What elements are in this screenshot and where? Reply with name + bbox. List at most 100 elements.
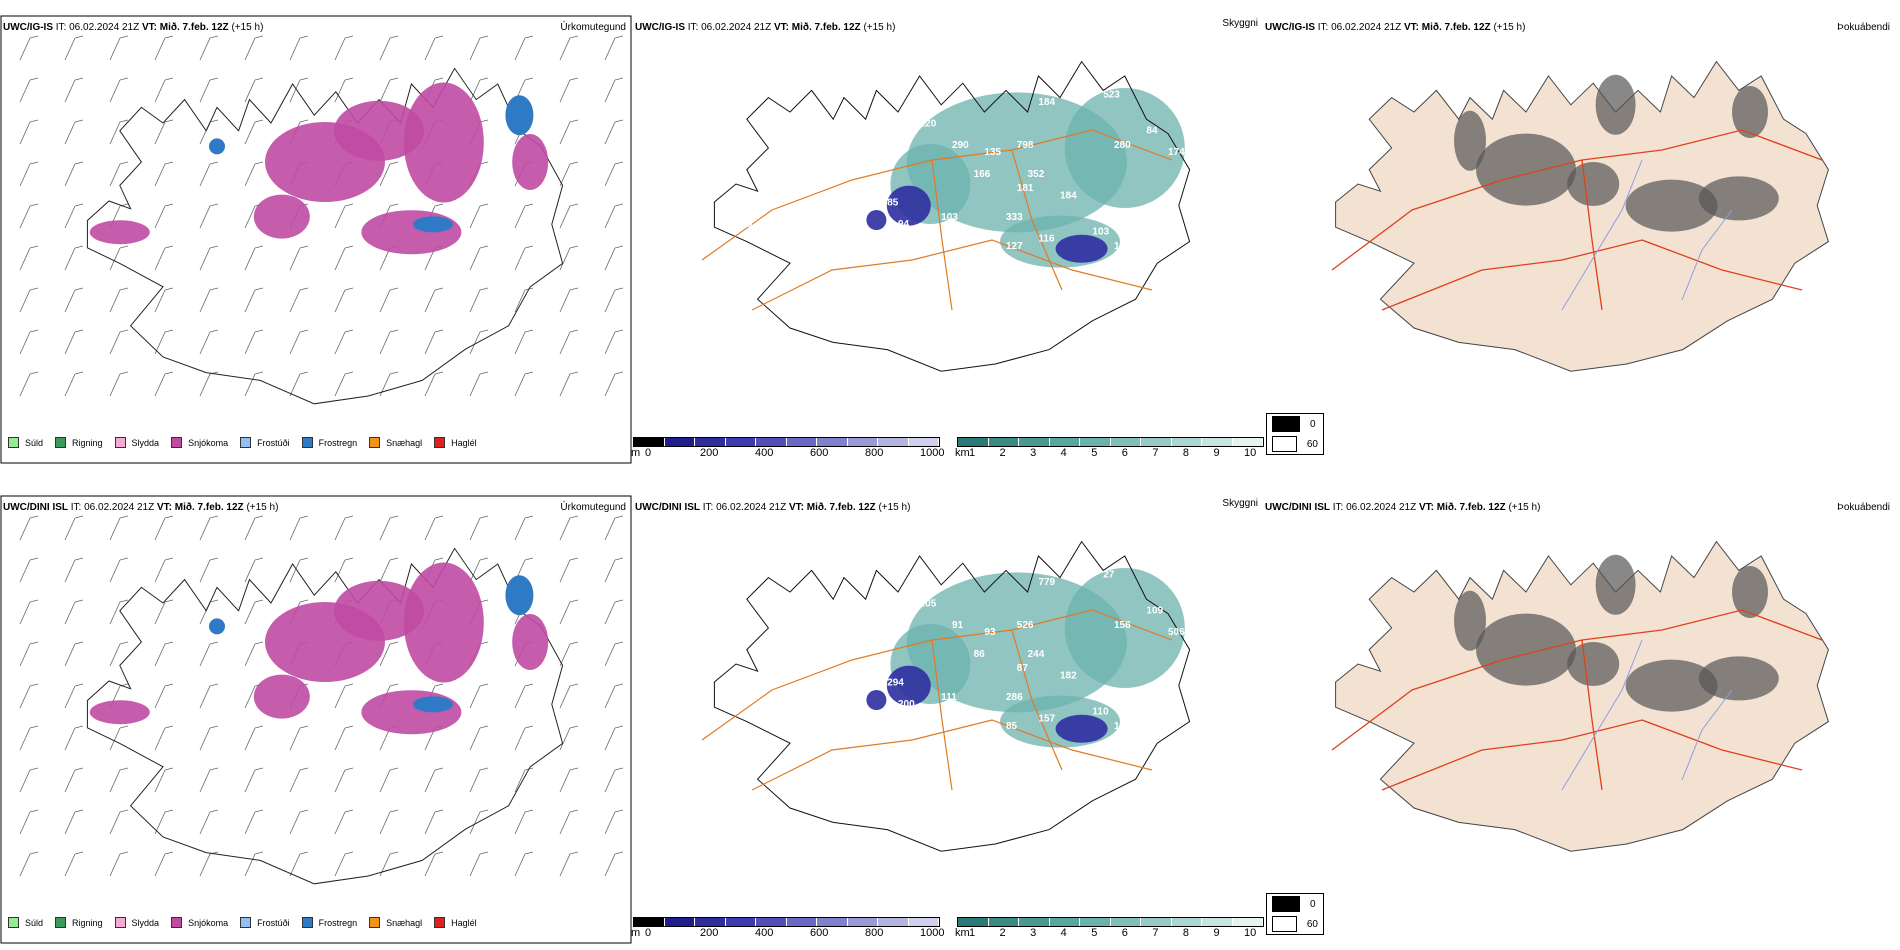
wind-barb [514,289,526,313]
wind-barb [424,853,436,877]
wind-barb [469,769,481,793]
wind-barb [109,247,121,271]
fog-area [1625,659,1718,712]
fog-area [1454,110,1486,171]
precip-map-top [0,15,632,464]
legend-swatch [8,917,19,928]
wind-barb-flag [119,35,129,39]
legend-item: Frostúði [240,917,290,928]
wind-barb-flag [344,371,354,375]
colorbar-segment [1202,438,1233,446]
colorbar-segment [1049,918,1080,926]
wind-barb-flag [479,245,489,249]
wind-barb [244,769,256,793]
colorbar-segment [1080,918,1111,926]
legend-swatch [434,917,446,928]
wind-barb-flag [164,161,174,165]
wind-barb [154,853,166,877]
ceiling-value-label: 86 [963,714,975,725]
wind-barb [604,289,616,313]
wind-barb-flag [614,161,624,165]
wind-barb-flag [209,77,219,81]
freezing-rain-area [413,696,453,713]
wind-barb-flag [164,119,174,123]
wind-barb-flag [434,371,444,375]
wind-barb [469,331,481,355]
legend-label: Rigning [72,437,103,448]
wind-barb [604,727,616,751]
wind-barb [244,205,256,229]
wind-barb [559,79,571,103]
legend-swatch [434,437,446,448]
vt-label: VT: [773,22,789,33]
precip-title: Úrkomutegund [560,22,626,33]
wind-barb [19,685,31,709]
legend-swatch [240,437,252,448]
wind-barb [109,643,121,667]
legend-item: Snæhagl [369,437,422,448]
wind-barb [559,727,571,751]
legend-item: Haglél [434,437,477,448]
vt-label: VT: [1418,502,1434,513]
precip-legend: Súld Rigning Slydda Snjókoma Frostúði Frostre… [8,437,489,448]
wind-barb [334,769,346,793]
river-line [1681,689,1733,781]
wind-barb-flag [614,287,624,291]
wind-barb [244,685,256,709]
legend-swatch [301,917,313,928]
colorbar-tick: 3 [1030,927,1037,939]
wind-barb [424,373,436,397]
wind-barb [514,205,526,229]
wind-barb [334,853,346,877]
wind-barb-flag [209,515,219,519]
wind-barb-flag [569,161,579,165]
precip-map-bottom [0,495,632,944]
wind-barb-flag [209,599,219,603]
legend-swatch [171,437,183,448]
wind-barb-flag [209,641,219,645]
wind-barb [244,121,256,145]
fog-area [1625,179,1718,232]
colorbar-tick: 9 [1213,927,1220,939]
snow-area [334,100,424,161]
wind-barb-flag [434,35,444,39]
ceiling-value-label: 244 [1028,649,1045,660]
ceiling-value-label: 127 [1006,241,1023,252]
wind-barb [379,559,391,583]
wind-barb [424,811,436,835]
wind-barb [64,601,76,625]
wind-barb [199,643,211,667]
legend-swatch [369,917,381,928]
low-ceiling-area [1055,714,1108,743]
fog-area [1698,176,1779,221]
panel-header: UWC/IG-IS IT: 06.02.2024 21Z VT: Mið. 7.… [635,22,895,33]
wind-barb-flag [524,203,534,207]
ceiling-value-label: 93 [984,627,996,638]
wind-barb [244,37,256,61]
ceiling-value-label: 184 [1038,97,1055,108]
wind-barb [514,853,526,877]
legend-item: Rigning [55,437,103,448]
ceiling-value-label: 157 [1038,714,1055,725]
ceiling-value-label: 110 [1092,706,1109,717]
ceiling-value-label: 200 [898,699,915,710]
wind-barb [604,685,616,709]
lead-time: (+15 h) [878,502,911,513]
wind-barb-flag [209,683,219,687]
wind-barb-flag [524,329,534,333]
wind-barb [379,517,391,541]
colorbar-tick: 1 [969,447,976,459]
wind-barb [514,727,526,751]
wind-barb-flag [119,725,129,729]
fog-legend-label: 0 [1310,418,1316,430]
colorbar-strip [957,437,1264,447]
wind-barb-flag [254,35,264,39]
freezing-rain-area [505,575,534,616]
colorbar-strip [633,437,940,447]
wind-barb [469,205,481,229]
wind-barb-flag [29,725,39,729]
wind-barb [19,643,31,667]
wind-barb [289,289,301,313]
wind-barb-flag [614,515,624,519]
wind-barb-flag [119,599,129,603]
